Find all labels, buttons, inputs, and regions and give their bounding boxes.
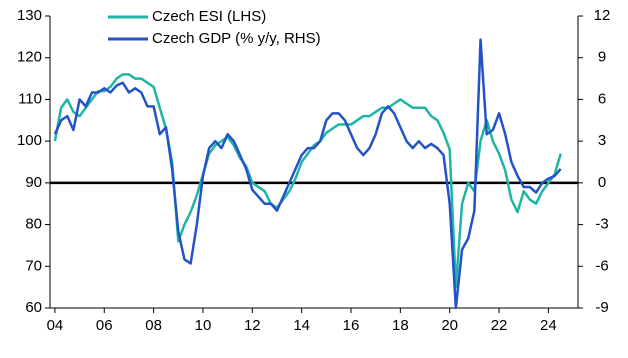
x-tick-label: 12 <box>244 317 261 334</box>
x-tick-label: 24 <box>540 317 557 334</box>
y2-tick-label: -6 <box>595 257 608 274</box>
x-tick-label: 10 <box>195 317 212 334</box>
y2-tick-label: -9 <box>595 299 608 316</box>
x-tick-label: 06 <box>96 317 113 334</box>
y-tick-label: 100 <box>17 132 42 149</box>
y-tick-label: 120 <box>17 49 42 66</box>
legend-label: Czech GDP (% y/y, RHS) <box>152 30 321 47</box>
y-tick-label: 70 <box>25 257 42 274</box>
x-tick-label: 22 <box>491 317 508 334</box>
x-tick-label: 16 <box>343 317 360 334</box>
y2-tick-label: 9 <box>598 49 606 66</box>
y2-tick-label: 3 <box>598 132 606 149</box>
x-tick-label: 18 <box>392 317 409 334</box>
x-tick-label: 20 <box>441 317 458 334</box>
x-tick-label: 08 <box>145 317 162 334</box>
y2-tick-label: -3 <box>595 216 608 233</box>
y-tick-label: 110 <box>18 90 42 107</box>
y-tick-label: 80 <box>25 216 42 233</box>
x-tick-label: 14 <box>293 317 310 334</box>
data-line <box>53 38 562 310</box>
y2-tick-label: 12 <box>594 7 611 24</box>
y2-tick-label: 6 <box>598 90 606 107</box>
legend-label: Czech ESI (LHS) <box>152 8 266 25</box>
y-tick-label: 90 <box>25 174 42 191</box>
y-tick-label: 130 <box>17 7 42 24</box>
x-tick-label: 04 <box>47 317 64 334</box>
y-tick-label: 60 <box>25 299 42 316</box>
y2-tick-label: 0 <box>598 174 606 191</box>
